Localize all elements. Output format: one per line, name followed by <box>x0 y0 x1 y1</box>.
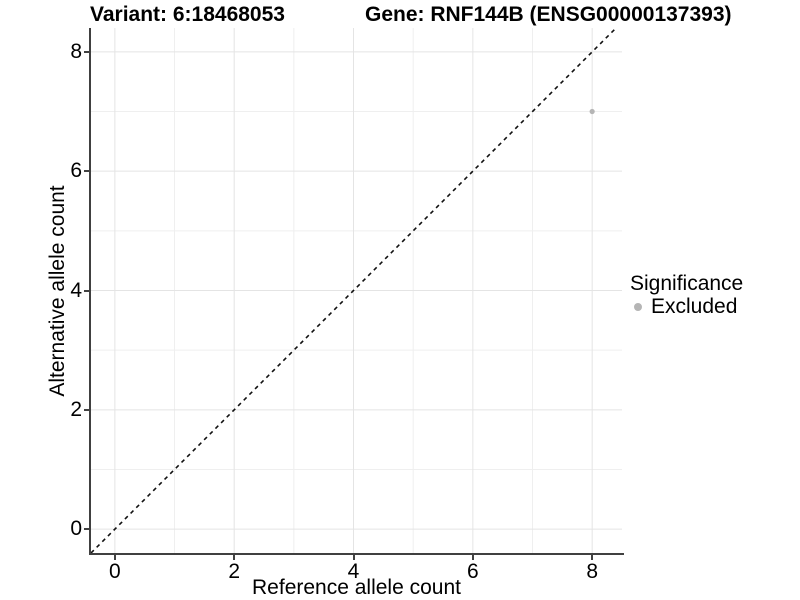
y-tick-label: 8 <box>70 39 82 63</box>
legend: Significance Excluded <box>630 272 743 318</box>
plot-panel <box>89 28 624 555</box>
legend-item-excluded: Excluded <box>630 295 743 318</box>
legend-title: Significance <box>630 272 744 295</box>
y-tick-mark <box>84 408 89 411</box>
legend-point-icon <box>634 302 642 311</box>
x-tick-mark <box>471 555 474 560</box>
x-tick-mark <box>352 555 355 560</box>
x-tick-mark <box>233 555 236 560</box>
y-tick-mark <box>84 170 89 173</box>
x-tick-label: 2 <box>228 560 241 583</box>
y-tick-label: 6 <box>70 159 82 183</box>
x-tick-label: 0 <box>109 560 121 583</box>
y-tick-label: 4 <box>70 278 82 302</box>
x-axis-title: Reference allele count <box>252 576 461 599</box>
x-tick-mark <box>113 555 116 560</box>
x-tick-label: 4 <box>347 560 360 583</box>
y-tick-label: 2 <box>70 397 82 421</box>
data-point <box>589 108 595 115</box>
plot-area-svg <box>91 28 622 553</box>
x-tick-label: 8 <box>586 560 598 583</box>
plot-title-variant: Variant: 6:18468053 <box>90 3 285 26</box>
plot-title-gene: Gene: RNF144B (ENSG00000137393) <box>365 3 732 26</box>
y-tick-mark <box>84 289 89 292</box>
x-tick-label: 6 <box>466 560 479 583</box>
y-tick-mark <box>84 50 89 53</box>
y-tick-mark <box>84 528 89 531</box>
x-tick-mark <box>591 555 594 560</box>
identity-line <box>91 28 617 553</box>
y-tick-label: 0 <box>70 517 82 541</box>
legend-item-label: Excluded <box>651 294 738 318</box>
